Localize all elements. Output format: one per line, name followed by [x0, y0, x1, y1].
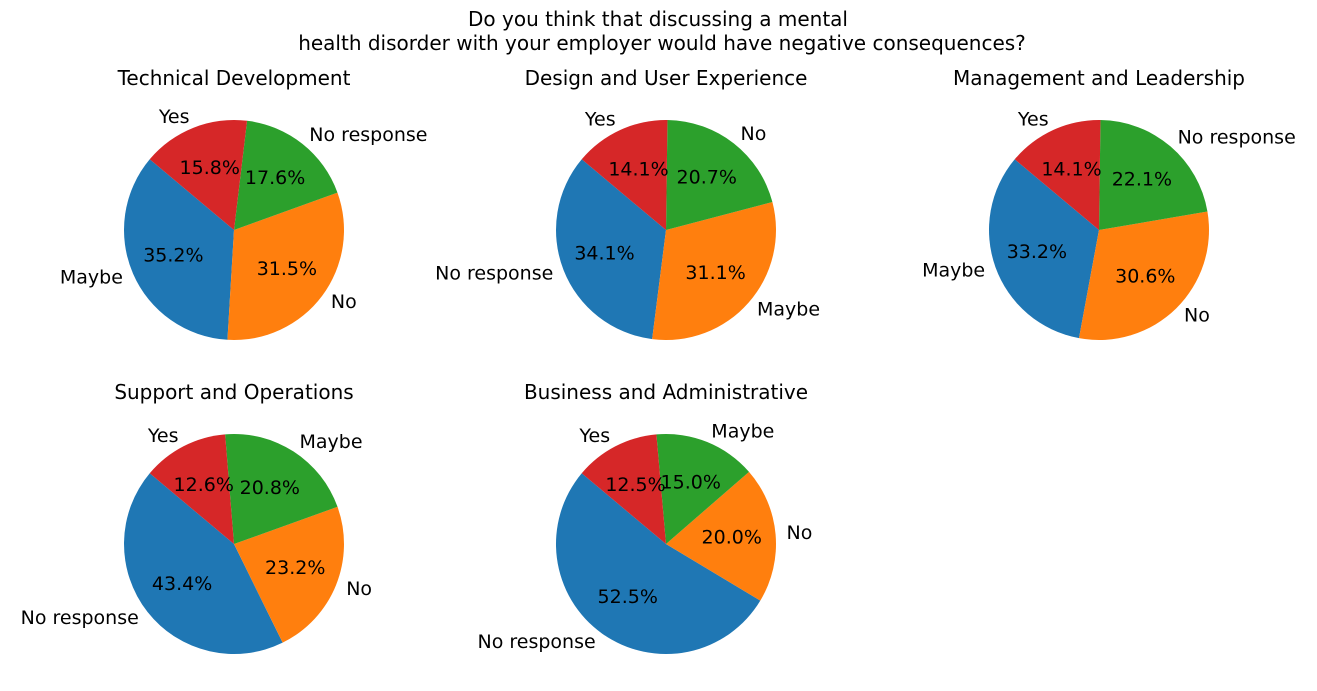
slice-percent-label: 14.1%: [1041, 159, 1101, 181]
pie-slice-maybe: [988, 159, 1099, 339]
slice-label: No: [787, 522, 813, 544]
pie-slice-yes: [581, 120, 668, 230]
pie-slice-yes: [149, 120, 248, 230]
pie-slice-yes: [149, 434, 234, 544]
slice-percent-label: 12.5%: [605, 474, 665, 496]
slice-percent-label: 23.2%: [265, 557, 325, 579]
slice-label: Yes: [578, 425, 610, 447]
figure-title-line-1: Do you think that discussing a mental: [468, 7, 848, 31]
slice-label: Yes: [584, 109, 616, 131]
pie-title: Business and Administrative: [524, 380, 808, 404]
pie-title: Technical Development: [117, 66, 351, 90]
slice-percent-label: 15.0%: [661, 471, 721, 493]
slice-label: Maybe: [757, 298, 820, 320]
slice-label: Maybe: [711, 420, 774, 442]
slice-label: No: [346, 578, 372, 600]
pie-slice-maybe: [123, 159, 234, 340]
pie-title: Design and User Experience: [525, 66, 808, 90]
pie-slice-no: [666, 471, 777, 601]
slice-percent-label: 20.8%: [240, 477, 300, 499]
slice-percent-label: 17.6%: [245, 167, 305, 189]
pie-slice-no-response: [556, 159, 666, 340]
pie-chart-business-and-administrative: Business and Administrative No response 52…: [478, 380, 813, 655]
slice-percent-label: 43.4%: [152, 573, 212, 595]
slice-percent-label: 31.1%: [685, 262, 745, 284]
slice-percent-label: 33.2%: [1007, 241, 1067, 263]
pie-slice-yes: [1014, 120, 1101, 230]
slice-percent-label: 52.5%: [598, 586, 658, 608]
slice-percent-label: 20.0%: [702, 527, 762, 549]
slice-percent-label: 35.2%: [143, 245, 203, 267]
slice-label: Maybe: [922, 259, 985, 281]
pie-slice-maybe: [652, 202, 776, 340]
pie-slice-no: [666, 120, 773, 230]
slice-percent-label: 22.1%: [1112, 168, 1172, 190]
pie-slice-maybe: [656, 434, 750, 544]
pie-charts: Technical Development Maybe 35.2% No 31.5% No…: [21, 66, 1296, 655]
slice-label: No response: [309, 124, 427, 146]
slice-label: Yes: [147, 425, 179, 447]
slice-percent-label: 30.6%: [1115, 266, 1175, 288]
pie-slice-no-response: [234, 120, 338, 230]
pie-slice-no: [227, 192, 344, 341]
slice-label: No response: [1178, 127, 1296, 149]
slice-percent-label: 20.7%: [677, 167, 737, 189]
slice-label: No: [1184, 305, 1210, 327]
pie-slice-no-response: [124, 473, 283, 654]
slice-percent-label: 34.1%: [574, 243, 634, 265]
slice-percent-label: 31.5%: [257, 258, 317, 280]
slice-percent-label: 14.1%: [608, 159, 668, 181]
pie-chart-support-and-operations: Support and Operations No response 43.4% No…: [21, 380, 372, 654]
pie-chart-design-and-user-experience: Design and User Experience No response 34.…: [435, 66, 820, 340]
pie-slice-yes: [581, 434, 666, 544]
figure-title-line-2: health disorder with your employer would…: [298, 31, 1026, 55]
slice-label: No response: [435, 263, 553, 285]
slice-label: No response: [21, 607, 139, 629]
pie-slice-no: [234, 506, 344, 643]
pie-title: Support and Operations: [114, 380, 353, 404]
pie-title: Management and Leadership: [953, 66, 1245, 90]
slice-label: No response: [478, 631, 596, 653]
slice-percent-label: 15.8%: [180, 157, 240, 179]
slice-label: Maybe: [60, 266, 123, 288]
slice-label: Yes: [1017, 109, 1049, 131]
pie-chart-technical-development: Technical Development Maybe 35.2% No 31.5% No…: [60, 66, 427, 341]
slice-label: No: [331, 291, 357, 313]
pie-slice-no-response: [1099, 120, 1208, 230]
slice-label: Yes: [158, 106, 190, 128]
slice-percent-label: 12.6%: [174, 474, 234, 496]
pie-slice-no-response: [555, 473, 761, 655]
pie-slice-no: [1078, 211, 1209, 341]
pie-chart-management-and-leadership: Management and Leadership Maybe 33.2% No 30.…: [922, 66, 1296, 341]
slice-label: No: [741, 123, 767, 145]
pie-slice-maybe: [225, 433, 338, 544]
slice-label: Maybe: [300, 431, 363, 453]
